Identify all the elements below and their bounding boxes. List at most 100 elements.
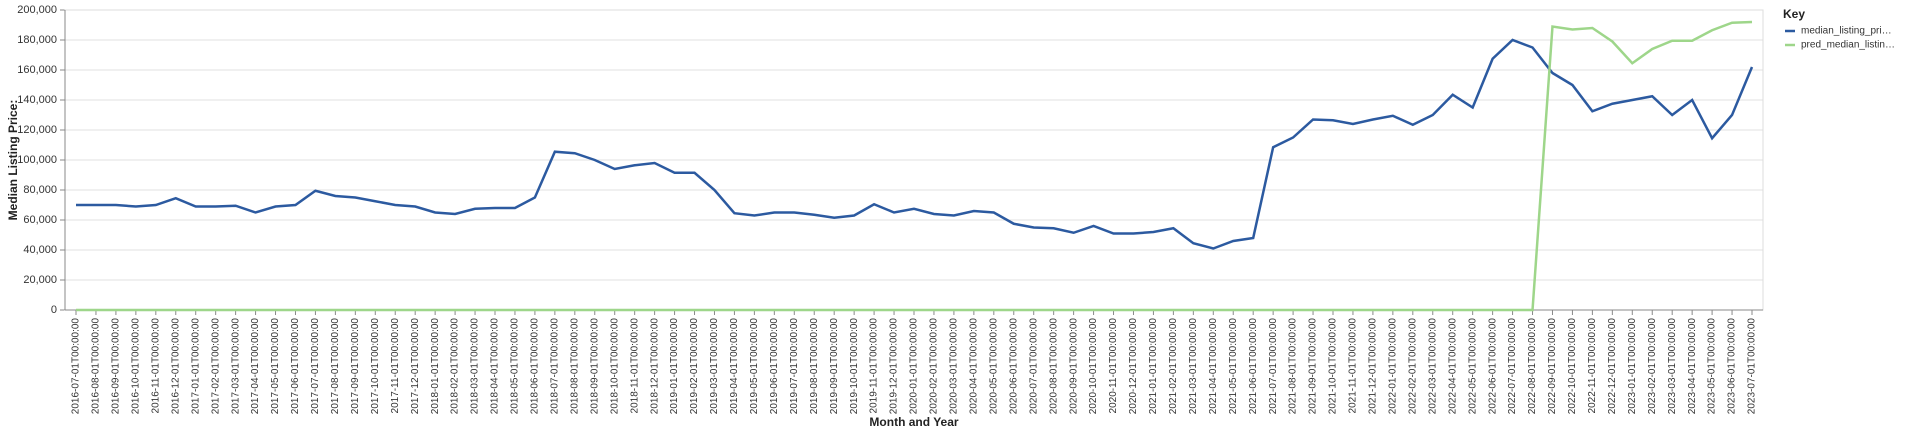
x-tick-label: 2020-12-01T00:00:00: [1128, 318, 1139, 415]
x-tick-label: 2017-01-01T00:00:00: [190, 318, 201, 415]
x-tick-label: 2022-06-01T00:00:00: [1487, 318, 1498, 415]
x-tick-label: 2023-07-01T00:00:00: [1747, 318, 1758, 415]
x-tick-label: 2019-04-01T00:00:00: [729, 318, 740, 415]
x-tick-label: 2018-09-01T00:00:00: [589, 318, 600, 415]
x-tick-label: 2016-12-01T00:00:00: [170, 318, 181, 415]
x-tick-label: 2017-03-01T00:00:00: [230, 318, 241, 415]
y-tick-label: 180,000: [17, 34, 57, 46]
x-tick-label: 2022-05-01T00:00:00: [1467, 318, 1478, 415]
x-tick-label: 2020-07-01T00:00:00: [1028, 318, 1039, 415]
x-tick-label: 2018-05-01T00:00:00: [510, 318, 521, 415]
x-tick-label: 2022-09-01T00:00:00: [1547, 318, 1558, 415]
x-tick-label: 2022-03-01T00:00:00: [1427, 318, 1438, 415]
x-tick-label: 2018-07-01T00:00:00: [549, 318, 560, 415]
x-tick-label: 2023-04-01T00:00:00: [1687, 318, 1698, 415]
x-tick-label: 2017-10-01T00:00:00: [370, 318, 381, 415]
y-tick-label: 120,000: [17, 124, 57, 136]
x-tick-label: 2019-02-01T00:00:00: [689, 318, 700, 415]
x-tick-label: 2018-04-01T00:00:00: [490, 318, 501, 415]
x-tick-label: 2018-03-01T00:00:00: [470, 318, 481, 415]
x-tick-label: 2016-10-01T00:00:00: [130, 318, 141, 415]
x-tick-label: 2016-09-01T00:00:00: [111, 318, 122, 415]
x-tick-label: 2020-01-01T00:00:00: [909, 318, 920, 415]
x-tick-label: 2019-03-01T00:00:00: [709, 318, 720, 415]
x-tick-label: 2020-08-01T00:00:00: [1048, 318, 1059, 415]
x-tick-label: 2021-10-01T00:00:00: [1328, 318, 1339, 415]
x-tick-label: 2020-09-01T00:00:00: [1068, 318, 1079, 415]
x-tick-label: 2017-06-01T00:00:00: [290, 318, 301, 415]
x-tick-label: 2020-02-01T00:00:00: [929, 318, 940, 415]
x-tick-label: 2020-06-01T00:00:00: [1008, 318, 1019, 415]
x-axis-title: Month and Year: [869, 415, 958, 429]
x-tick-label: 2020-05-01T00:00:00: [988, 318, 999, 415]
x-tick-label: 2020-11-01T00:00:00: [1108, 318, 1119, 414]
x-tick-label: 2022-07-01T00:00:00: [1507, 318, 1518, 415]
x-tick-label: 2020-03-01T00:00:00: [949, 318, 960, 415]
x-tick-label: 2016-08-01T00:00:00: [91, 318, 102, 415]
legend-label: pred_median_listin…: [1801, 40, 1895, 51]
x-tick-label: 2017-04-01T00:00:00: [250, 318, 261, 415]
series-line: [76, 20, 1753, 312]
x-tick-label: 2021-03-01T00:00:00: [1188, 318, 1199, 415]
x-tick-label: 2021-02-01T00:00:00: [1168, 318, 1179, 415]
x-tick-label: 2023-06-01T00:00:00: [1727, 318, 1738, 415]
x-tick-label: 2021-07-01T00:00:00: [1268, 318, 1279, 415]
x-tick-label: 2018-02-01T00:00:00: [450, 318, 461, 415]
x-tick-label: 2021-01-01T00:00:00: [1148, 318, 1159, 415]
x-tick-label: 2022-01-01T00:00:00: [1387, 318, 1398, 415]
x-tick-label: 2018-12-01T00:00:00: [649, 318, 660, 415]
y-tick-label: 60,000: [23, 214, 57, 226]
x-tick-label: 2022-08-01T00:00:00: [1527, 318, 1538, 415]
y-tick-label: 140,000: [17, 94, 57, 106]
x-tick-label: 2021-08-01T00:00:00: [1288, 318, 1299, 415]
y-tick-label: 160,000: [17, 64, 57, 76]
x-tick-label: 2017-07-01T00:00:00: [310, 318, 321, 415]
x-tick-label: 2019-01-01T00:00:00: [669, 318, 680, 415]
x-tick-label: 2020-04-01T00:00:00: [968, 318, 979, 415]
x-tick-label: 2017-05-01T00:00:00: [270, 318, 281, 415]
y-axis-title: Median Listing Price:: [6, 100, 20, 221]
y-tick-label: 200,000: [17, 4, 57, 16]
x-tick-label: 2018-01-01T00:00:00: [430, 318, 441, 415]
x-tick-label: 2019-08-01T00:00:00: [809, 318, 820, 415]
x-tick-label: 2019-05-01T00:00:00: [749, 318, 760, 415]
x-tick-label: 2023-05-01T00:00:00: [1707, 318, 1718, 415]
x-tick-label: 2017-08-01T00:00:00: [330, 318, 341, 415]
series-line: [76, 38, 1754, 250]
x-tick-label: 2021-05-01T00:00:00: [1228, 318, 1239, 415]
x-tick-label: 2021-04-01T00:00:00: [1208, 318, 1219, 415]
x-tick-label: 2021-06-01T00:00:00: [1248, 318, 1259, 415]
x-tick-label: 2016-11-01T00:00:00: [150, 318, 161, 414]
x-tick-label: 2021-09-01T00:00:00: [1308, 318, 1319, 415]
x-tick-label: 2018-11-01T00:00:00: [629, 318, 640, 414]
x-tick-label: 2023-02-01T00:00:00: [1647, 318, 1658, 415]
legend-label: median_listing_pri…: [1801, 26, 1892, 37]
legend-title: Key: [1783, 7, 1805, 21]
x-tick-label: 2022-02-01T00:00:00: [1407, 318, 1418, 415]
x-tick-label: 2021-11-01T00:00:00: [1348, 318, 1359, 414]
x-tick-label: 2016-07-01T00:00:00: [71, 318, 82, 415]
x-tick-label: 2022-11-01T00:00:00: [1587, 318, 1598, 414]
x-tick-label: 2019-11-01T00:00:00: [869, 318, 880, 414]
x-tick-label: 2022-10-01T00:00:00: [1567, 318, 1578, 415]
x-tick-label: 2021-12-01T00:00:00: [1368, 318, 1379, 415]
x-tick-label: 2017-12-01T00:00:00: [410, 318, 421, 415]
x-tick-label: 2019-06-01T00:00:00: [769, 318, 780, 415]
y-tick-label: 80,000: [23, 184, 57, 196]
x-tick-label: 2017-09-01T00:00:00: [350, 318, 361, 415]
x-tick-label: 2017-11-01T00:00:00: [390, 318, 401, 414]
y-tick-label: 20,000: [23, 274, 57, 286]
x-tick-label: 2018-10-01T00:00:00: [609, 318, 620, 415]
x-tick-label: 2022-04-01T00:00:00: [1447, 318, 1458, 415]
x-tick-label: 2019-12-01T00:00:00: [889, 318, 900, 415]
x-tick-label: 2019-09-01T00:00:00: [829, 318, 840, 415]
x-tick-label: 2018-06-01T00:00:00: [530, 318, 541, 415]
x-tick-label: 2019-10-01T00:00:00: [849, 318, 860, 415]
y-tick-label: 100,000: [17, 154, 57, 166]
x-tick-label: 2023-03-01T00:00:00: [1667, 318, 1678, 415]
x-tick-label: 2022-12-01T00:00:00: [1607, 318, 1618, 415]
y-tick-label: 0: [51, 304, 57, 316]
x-tick-label: 2017-02-01T00:00:00: [210, 318, 221, 415]
x-tick-label: 2020-10-01T00:00:00: [1088, 318, 1099, 415]
